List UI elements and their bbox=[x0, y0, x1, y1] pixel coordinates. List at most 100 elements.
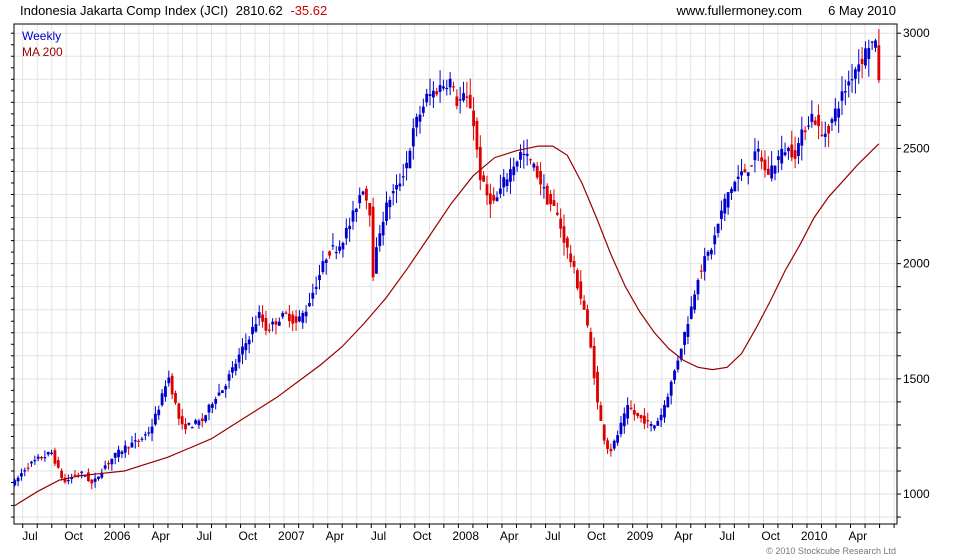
price-bar-body bbox=[157, 409, 161, 416]
price-bar-body bbox=[827, 125, 831, 134]
price-bar-body bbox=[304, 311, 308, 317]
y-tick-label: 2500 bbox=[903, 141, 930, 155]
price-bar-body bbox=[241, 346, 244, 355]
price-bar-body bbox=[780, 148, 784, 164]
price-bar-body bbox=[676, 360, 680, 370]
price-bar-body bbox=[730, 188, 733, 193]
price-bar-body bbox=[167, 377, 171, 384]
price-bar-body bbox=[107, 463, 110, 465]
price-bar-body bbox=[860, 58, 864, 65]
x-tick-label: Oct bbox=[64, 529, 83, 543]
price-bar-body bbox=[194, 420, 197, 424]
price-bar-body bbox=[358, 195, 362, 204]
price-bar-body bbox=[679, 348, 683, 360]
price-bar-body bbox=[140, 438, 144, 440]
price-bar-body bbox=[277, 321, 281, 326]
price-bar-body bbox=[184, 423, 187, 430]
price-bar-body bbox=[602, 424, 606, 441]
price-bar-body bbox=[103, 465, 107, 469]
price-bar-body bbox=[656, 420, 660, 426]
x-axis: Jul Oct 2006 Apr Jul Oct 2007 Apr Jul Oct 2008 Apr J… bbox=[22, 524, 895, 543]
x-tick-label: Apr bbox=[151, 529, 170, 543]
price-bar-body bbox=[458, 99, 462, 101]
price-bar-body bbox=[368, 202, 372, 216]
price-bar-body bbox=[23, 470, 27, 472]
x-tick-label: Apr bbox=[326, 529, 345, 543]
price-bar-body bbox=[257, 312, 261, 319]
price-bar-body bbox=[117, 449, 120, 458]
price-bar-body bbox=[150, 426, 154, 434]
price-bar-body bbox=[498, 188, 502, 194]
price-bar-body bbox=[696, 280, 700, 295]
price-bar-body bbox=[582, 300, 586, 310]
price-bar-body bbox=[264, 318, 268, 331]
price-bar-body bbox=[110, 458, 114, 465]
x-tick-label: Jul bbox=[371, 529, 386, 543]
price-bar-body bbox=[854, 69, 857, 79]
price-bar-body bbox=[565, 237, 569, 248]
price-bar-body bbox=[776, 156, 780, 161]
price-bar-body bbox=[659, 414, 663, 421]
price-bar-body bbox=[770, 165, 774, 179]
x-tick-label: 2010 bbox=[801, 529, 828, 543]
price-bar-body bbox=[599, 405, 603, 421]
price-bar-body bbox=[877, 45, 881, 81]
price-bar-body bbox=[455, 96, 459, 107]
price-bar-body bbox=[760, 157, 764, 162]
price-bar-body bbox=[874, 40, 877, 48]
price-bar-body bbox=[254, 324, 258, 332]
price-bar-body bbox=[435, 91, 439, 95]
price-bar-body bbox=[83, 475, 87, 477]
price-bar-body bbox=[616, 435, 620, 443]
plot-frame bbox=[13, 23, 898, 525]
price-bar-body bbox=[411, 128, 415, 147]
x-tick-label: Jul bbox=[197, 529, 212, 543]
price-bar-body bbox=[539, 171, 542, 185]
price-bar-body bbox=[686, 324, 690, 337]
price-bar-body bbox=[287, 313, 291, 322]
price-bar-body bbox=[830, 119, 834, 123]
price-bar-body bbox=[703, 256, 707, 272]
price-bar-body bbox=[425, 93, 429, 103]
x-tick-label: Oct bbox=[761, 529, 780, 543]
copyright: © 2010 Stockcube Research Ltd bbox=[766, 546, 896, 556]
price-bar-body bbox=[56, 460, 60, 468]
price-bar-body bbox=[589, 331, 593, 348]
price-bar-body bbox=[864, 48, 867, 66]
price-bar-body bbox=[291, 314, 295, 324]
price-bar-body bbox=[388, 199, 392, 208]
price-bar-body bbox=[639, 415, 643, 419]
chart-date: 6 May 2010 bbox=[828, 3, 896, 18]
price-bar-body bbox=[555, 212, 559, 215]
x-tick-label: 2007 bbox=[278, 529, 305, 543]
price-bar-body bbox=[13, 480, 17, 486]
price-bar-body bbox=[482, 175, 486, 182]
price-bar-body bbox=[663, 405, 666, 418]
price-bar-body bbox=[509, 169, 512, 182]
price-bar-body bbox=[421, 106, 425, 113]
price-bar-body bbox=[726, 192, 730, 208]
price-bar-body bbox=[448, 78, 452, 88]
y-axis: 1000 1500 2000 2500 3000 bbox=[11, 26, 930, 518]
chart-title: Indonesia Jakarta Comp Index (JCI) 2810.… bbox=[20, 3, 327, 18]
price-bar-body bbox=[810, 113, 814, 123]
price-bar-body bbox=[174, 393, 177, 403]
price-bar-body bbox=[746, 172, 750, 176]
price-bar-body bbox=[843, 91, 847, 93]
price-bar-body bbox=[783, 152, 787, 156]
price-bar-body bbox=[740, 171, 743, 176]
price-bar-body bbox=[753, 151, 757, 161]
price-bar-body bbox=[214, 398, 218, 404]
price-bar-body bbox=[505, 179, 509, 187]
price-bar-body bbox=[40, 457, 43, 459]
price-bar-body bbox=[632, 410, 636, 415]
price-bar-body bbox=[361, 191, 365, 195]
price-bar-body bbox=[532, 163, 536, 168]
x-tick-label: 2006 bbox=[104, 529, 131, 543]
price-bar-body bbox=[354, 208, 358, 213]
price-bar-body bbox=[559, 218, 563, 229]
price-bar-body bbox=[137, 440, 141, 443]
price-bar-body bbox=[66, 479, 70, 482]
price-bar-body bbox=[850, 79, 854, 81]
price-bar-body bbox=[87, 472, 90, 482]
